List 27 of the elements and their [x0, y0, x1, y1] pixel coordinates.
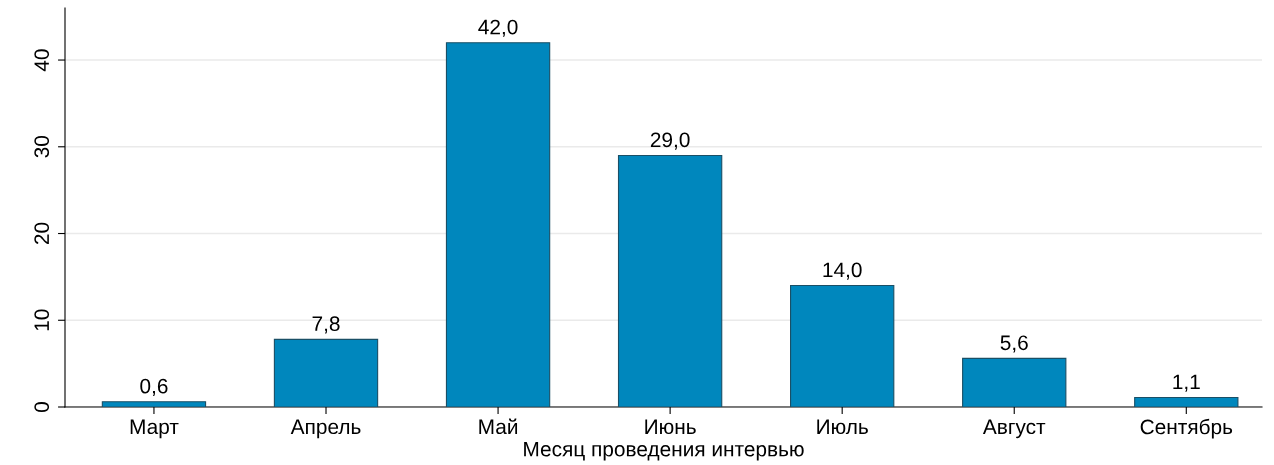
bar — [445, 42, 551, 407]
y-tick-label: 20 — [34, 222, 50, 245]
x-tick-label: Май — [479, 418, 518, 435]
data-label: 5,6 — [1000, 335, 1028, 353]
data-label: 7,8 — [312, 316, 340, 334]
data-label: 29,0 — [650, 132, 690, 150]
data-label: 42,0 — [478, 19, 518, 37]
x-tick-label: Август — [982, 419, 1046, 439]
bar — [790, 285, 895, 407]
bar — [101, 401, 207, 407]
x-tick-label: Март — [130, 419, 179, 439]
bar — [273, 338, 379, 407]
data-label: 0,6 — [140, 378, 168, 396]
data-label: 1,1 — [1173, 374, 1200, 392]
x-tick-label: Июль — [817, 419, 868, 435]
bar — [962, 357, 1067, 407]
bar — [617, 154, 723, 407]
y-tick-label: 40 — [34, 49, 50, 72]
y-tick-label: 10 — [34, 309, 50, 331]
bar — [1134, 396, 1239, 407]
y-tick-label: 30 — [34, 136, 50, 158]
x-tick-label: Сентябрь — [1140, 418, 1233, 439]
data-label: 14,0 — [823, 262, 862, 280]
x-tick-label: Апрель — [290, 419, 361, 439]
y-tick-label: 0 — [34, 402, 50, 412]
x-tick-label: Июнь — [645, 419, 696, 435]
x-axis-title: Месяц проведения интервью — [524, 441, 804, 461]
